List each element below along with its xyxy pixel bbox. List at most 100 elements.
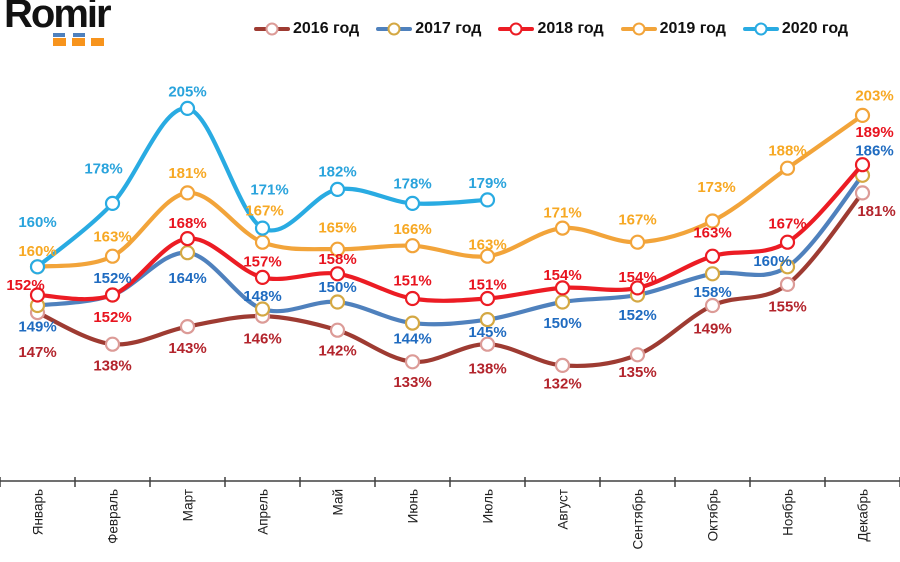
data-point-marker	[404, 195, 421, 211]
data-point-label: 188%	[768, 142, 806, 159]
logo-dot	[53, 38, 66, 46]
data-point-label: 146%	[243, 330, 281, 347]
data-point-marker	[854, 107, 871, 124]
x-axis-label: Июнь	[406, 489, 421, 523]
data-point-label: 150%	[543, 315, 581, 332]
data-point-label: 132%	[543, 376, 581, 393]
data-point-marker	[104, 336, 121, 352]
x-axis-label: Март	[181, 489, 196, 521]
data-point-label: 160%	[18, 214, 56, 231]
data-point-label: 182%	[318, 164, 356, 181]
data-point-label: 151%	[393, 273, 431, 290]
data-point-label: 145%	[468, 324, 506, 341]
legend-label: 2018 год	[537, 20, 604, 37]
data-point-label: 149%	[18, 319, 56, 336]
data-point-label: 168%	[168, 215, 206, 232]
x-axis-label: Август	[556, 489, 571, 530]
data-point-label: 164%	[168, 270, 206, 287]
legend-item-2016: 2016 год	[254, 20, 359, 38]
data-point-marker	[254, 234, 271, 250]
data-point-label: 155%	[768, 299, 806, 316]
legend-label: 2019 год	[659, 20, 726, 37]
data-point-marker	[29, 259, 46, 275]
data-point-label: 144%	[393, 330, 431, 347]
logo-text: Romir	[4, 0, 112, 36]
data-point-label: 158%	[318, 251, 356, 268]
legend-marker-icon	[254, 22, 290, 36]
data-point-label: 205%	[168, 84, 206, 101]
data-point-marker	[29, 287, 46, 303]
data-point-marker	[329, 294, 346, 310]
data-point-label: 178%	[393, 176, 431, 193]
data-point-label: 189%	[855, 124, 893, 141]
data-point-label: 150%	[318, 279, 356, 296]
legend-marker-icon	[742, 22, 779, 36]
data-point-label: 166%	[393, 221, 431, 238]
data-point-marker	[254, 301, 271, 317]
data-point-label: 142%	[318, 342, 356, 359]
data-point-label: 152%	[618, 307, 656, 324]
data-point-label: 138%	[93, 357, 131, 374]
data-point-marker	[479, 192, 496, 208]
data-point-marker	[554, 280, 571, 296]
data-point-label: 167%	[618, 211, 656, 228]
x-axis-label: Май	[331, 489, 346, 515]
data-point-marker	[254, 220, 271, 236]
data-point-label: 152%	[93, 270, 131, 287]
data-point-marker	[779, 276, 796, 292]
data-point-label: 149%	[693, 321, 731, 338]
x-axis-label: Январь	[31, 489, 46, 535]
data-point-marker	[104, 195, 121, 211]
data-point-label: 160%	[18, 243, 56, 260]
data-point-label: 158%	[693, 284, 731, 301]
data-point-marker	[554, 220, 571, 236]
data-point-marker	[179, 100, 196, 117]
data-point-marker	[629, 347, 646, 363]
data-point-marker	[179, 319, 196, 335]
data-point-label: 163%	[468, 236, 506, 253]
data-point-marker	[479, 248, 496, 264]
data-point-label: 152%	[93, 309, 131, 326]
data-point-label: 165%	[318, 219, 356, 236]
legend-item-2018: 2018 год	[498, 20, 604, 38]
data-point-marker	[704, 248, 721, 264]
x-axis-label: Сентябрь	[631, 489, 646, 549]
legend-item-2020: 2020 год	[742, 20, 848, 38]
data-point-label: 178%	[84, 161, 122, 178]
data-point-label: 167%	[245, 202, 283, 219]
data-point-marker	[704, 297, 721, 314]
legend-item-2017: 2017 год	[376, 20, 481, 38]
data-point-marker	[329, 181, 346, 197]
data-point-label: 138%	[468, 360, 506, 377]
data-point-marker	[629, 234, 646, 250]
chart-legend: 2016 год 2017 год 2018 год 2019 год 2020 год	[254, 20, 848, 38]
legend-label: 2017 год	[415, 20, 482, 37]
series-line-2016	[35, 190, 865, 369]
data-point-label: 143%	[168, 340, 206, 357]
data-point-marker	[854, 157, 871, 173]
romir-logo: Romir	[4, 0, 154, 56]
data-point-label: 151%	[468, 277, 506, 294]
data-point-marker	[704, 266, 721, 282]
data-point-marker	[104, 287, 121, 303]
data-point-marker	[479, 312, 496, 328]
x-axis-label: Ноябрь	[781, 489, 796, 536]
data-point-label: 152%	[6, 277, 44, 294]
logo-dash	[73, 33, 85, 37]
data-point-label: 133%	[393, 374, 431, 391]
data-point-label: 181%	[857, 203, 895, 220]
series-line-2019	[35, 113, 865, 269]
data-point-marker	[779, 234, 796, 250]
data-point-label: 179%	[468, 175, 506, 192]
x-axis-label: Октябрь	[706, 489, 721, 541]
data-point-marker	[779, 259, 796, 275]
data-point-marker	[404, 354, 421, 370]
data-point-marker	[329, 266, 346, 282]
data-point-marker	[329, 241, 346, 257]
legend-marker-icon	[620, 22, 657, 36]
legend-item-2019: 2019 год	[620, 20, 726, 38]
data-point-label: 160%	[753, 253, 791, 270]
logo-dash	[53, 33, 65, 37]
data-point-marker	[254, 269, 271, 285]
